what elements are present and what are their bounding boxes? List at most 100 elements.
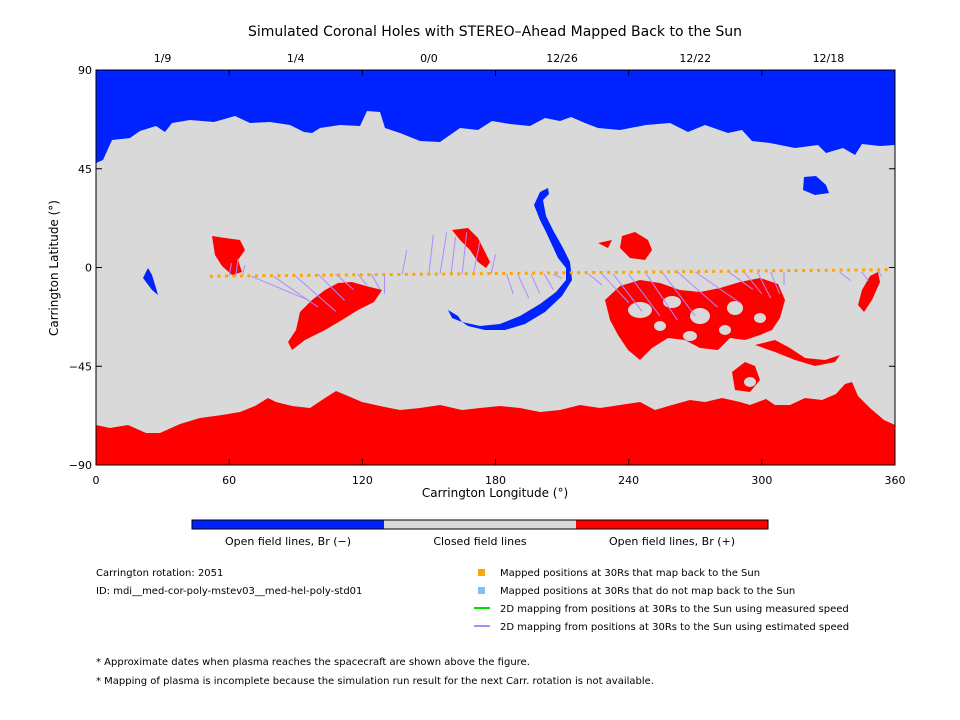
estimated-speed-link: [472, 241, 481, 275]
mapped-position-point: [224, 274, 228, 278]
closed-island: [727, 301, 743, 315]
mapped-position-point: [764, 269, 768, 273]
mapped-position-point: [689, 270, 693, 274]
estimated-speed-link: [756, 271, 772, 299]
south-polar-hole: [96, 382, 895, 465]
mapped-position-point: [644, 270, 648, 274]
negative-hole-filament: [462, 188, 572, 330]
positive-hole-tail: [755, 340, 840, 366]
mapped-position-point: [854, 268, 858, 272]
mapped-position-point: [727, 269, 731, 273]
negative-hole-filament-tip: [448, 310, 462, 322]
colorbar-negative: [192, 520, 384, 529]
mapped-position-point: [352, 273, 356, 277]
mapped-position-point: [404, 272, 408, 276]
mapped-position-point: [442, 272, 446, 276]
estimated-speed-link: [743, 271, 763, 295]
colorbar-label-negative: Open field lines, Br (−): [225, 535, 351, 548]
mapped-position-point: [742, 269, 746, 273]
positive-hole-230a: [598, 240, 612, 248]
x-axis-label: Carrington Longitude (°): [422, 486, 568, 500]
mapped-position-point: [329, 273, 333, 277]
top-date-label: 1/4: [287, 52, 305, 65]
mapped-position-point: [494, 271, 498, 275]
closed-island: [683, 331, 697, 341]
chart-title: Simulated Coronal Holes with STEREO–Ahea…: [248, 24, 742, 40]
mapped-position-point: [817, 268, 821, 272]
mapped-position-point: [367, 273, 371, 277]
estimated-speed-link: [543, 273, 554, 290]
mapped-position-point: [472, 272, 476, 276]
colorbar-label-positive: Open field lines, Br (+): [609, 535, 735, 548]
estimated-speed-link: [235, 258, 239, 277]
closed-island: [719, 325, 731, 335]
mapped-position-point: [772, 269, 776, 273]
estimated-speed-link: [612, 273, 643, 312]
estimated-speed-link: [357, 273, 368, 286]
mapped-position-point: [314, 273, 318, 277]
mapped-position-point: [307, 273, 311, 277]
mapped-position-point: [712, 269, 716, 273]
mapped-position-point: [374, 273, 378, 277]
x-tick-label: 360: [885, 474, 906, 487]
mapped-position-point: [802, 268, 806, 272]
note-incomplete: * Mapping of plasma is incomplete becaus…: [96, 676, 654, 687]
estimated-speed-link: [335, 273, 354, 290]
estimated-speed-link: [439, 232, 448, 275]
x-tick-label: 240: [618, 474, 639, 487]
mapped-position-point: [674, 270, 678, 274]
estimated-speed-link: [370, 273, 381, 290]
estimated-speed-link: [228, 263, 232, 277]
mapped-position-point: [359, 273, 363, 277]
mapped-position-point: [479, 272, 483, 276]
x-tick-label: 180: [485, 474, 506, 487]
mapped-position-point: [427, 272, 431, 276]
mapped-position-point: [637, 270, 641, 274]
positive-hole-250: [620, 232, 652, 260]
mapped-position-point: [757, 269, 761, 273]
mapped-position-point: [809, 268, 813, 272]
x-tick-label: 60: [222, 474, 236, 487]
mapped-position-point: [562, 271, 566, 275]
closed-island: [744, 377, 756, 387]
mapped-position-point: [247, 274, 251, 278]
closed-island: [654, 321, 666, 331]
closed-island: [628, 302, 652, 318]
mapped-position-point: [667, 270, 671, 274]
y-tick-label: −45: [69, 360, 92, 373]
estimated-speed-link: [461, 232, 468, 275]
carrington-rotation: Carrington rotation: 2051: [96, 568, 223, 579]
mapped-position-point: [449, 272, 453, 276]
mapped-position-point: [547, 271, 551, 275]
mapped-position-point: [697, 270, 701, 274]
x-tick-label: 300: [751, 474, 772, 487]
mapped-position-point: [787, 269, 791, 273]
mapped-position-point: [419, 272, 423, 276]
legend-mapped-marker: [478, 569, 485, 576]
mapped-position-point: [659, 270, 663, 274]
y-tick-label: −90: [69, 459, 92, 472]
y-axis-label: Carrington Latitude (°): [47, 200, 61, 336]
mapped-track: [209, 268, 888, 278]
estimated-speed-link: [517, 273, 530, 299]
mapped-position-point: [824, 268, 828, 272]
mapped-position-point: [232, 274, 236, 278]
map-axes: 0 60 120 180 240 300 360 90 45 0 −45 −90: [69, 64, 906, 487]
mapped-position-point: [622, 270, 626, 274]
mapped-position-point: [869, 268, 873, 272]
mapped-position-point: [862, 268, 866, 272]
estimated-speed-link: [646, 273, 678, 321]
mapped-position-point: [682, 270, 686, 274]
mapped-position-point: [794, 269, 798, 273]
estimated-speed-link: [273, 275, 319, 308]
mapped-position-point: [464, 272, 468, 276]
mapped-position-point: [277, 274, 281, 278]
mapped-position-point: [254, 274, 258, 278]
x-tick-label: 0: [93, 474, 100, 487]
mapped-position-point: [292, 273, 296, 277]
north-polar-hole: [96, 70, 895, 163]
mapped-position-point: [217, 274, 221, 278]
mapped-position-point: [592, 271, 596, 275]
mapped-position-point: [344, 273, 348, 277]
mapped-position-point: [577, 271, 581, 275]
